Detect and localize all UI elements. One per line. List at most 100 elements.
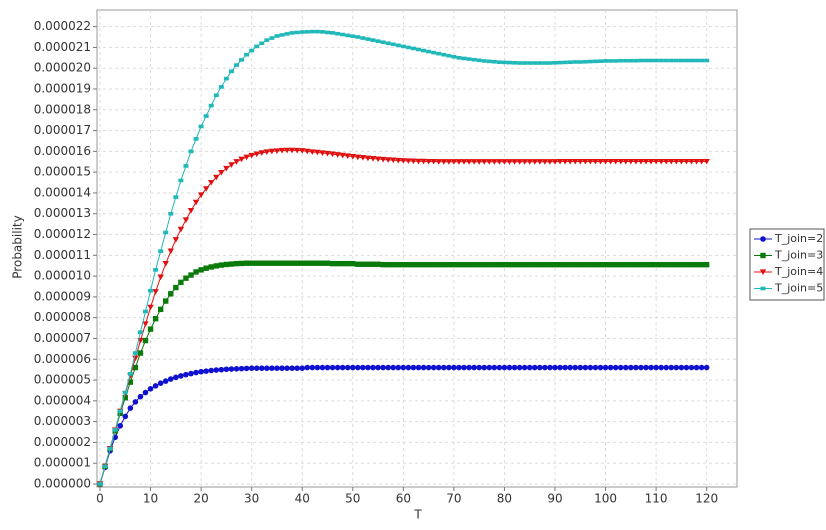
marker [278,147,286,154]
marker [314,364,321,371]
marker [284,365,290,372]
marker [152,383,159,389]
marker [143,309,148,314]
marker [446,53,452,58]
marker [365,364,371,371]
x-tick-label: 30 [244,492,259,506]
marker [526,159,533,165]
marker [132,355,139,362]
marker [147,326,154,332]
marker [289,365,295,372]
marker [653,364,659,371]
marker [360,261,366,267]
marker [274,260,280,266]
marker [142,337,149,344]
marker [243,365,250,372]
marker [304,148,311,155]
marker [557,364,563,371]
marker [436,51,442,56]
marker [158,249,164,253]
marker [441,261,447,268]
marker [597,261,604,268]
marker [446,364,452,371]
y-axis-title: Probability [11,215,25,278]
marker [279,260,285,266]
marker [208,103,214,108]
marker [152,316,159,322]
marker [334,260,341,267]
marker [486,261,492,268]
marker [385,261,391,268]
marker [557,60,563,65]
marker [264,260,270,266]
marker [213,93,219,98]
marker [435,364,442,371]
y-tick-label: 0.000012 [34,227,91,241]
marker [577,364,584,371]
marker [405,45,411,50]
marker [228,162,235,168]
y-tick-label: 0.000016 [34,144,91,158]
y-tick-label: 0.000004 [34,393,91,407]
marker [567,364,573,371]
marker [587,261,594,268]
marker [699,58,705,63]
y-tick-label: 0.000001 [34,456,91,470]
marker [471,57,477,62]
marker [213,174,220,181]
marker [587,158,594,165]
marker [623,58,629,63]
marker [542,364,548,371]
marker [486,159,493,165]
marker [760,236,766,242]
marker [461,56,467,61]
marker [668,58,674,63]
marker [683,158,690,165]
marker [304,260,310,266]
marker [440,364,447,371]
marker [263,149,271,155]
marker [683,364,690,371]
marker [325,30,330,35]
marker [258,150,265,156]
marker [698,261,705,268]
marker [314,260,321,266]
marker [657,158,665,165]
marker [678,261,685,268]
legend-label: T_join=5 [774,282,823,295]
marker [122,390,128,395]
marker [112,428,118,432]
marker [587,59,593,64]
marker [324,364,331,371]
marker [223,366,230,373]
marker [643,58,649,63]
marker [607,364,614,371]
marker [652,158,660,165]
marker [264,365,270,372]
marker [299,148,306,154]
marker [673,158,680,165]
marker [486,59,492,64]
marker [612,261,619,268]
marker [122,395,128,401]
marker [430,364,437,371]
marker [572,158,579,165]
marker [97,482,103,486]
marker [516,261,523,268]
marker [379,156,387,163]
marker [415,364,422,371]
marker [228,261,235,267]
marker [673,58,679,63]
x-tick-label: 60 [396,492,411,506]
marker [436,261,442,268]
marker [329,151,336,158]
marker [623,261,629,268]
marker [253,365,260,372]
marker [218,85,224,89]
marker [127,379,134,385]
x-tick-label: 120 [695,492,718,506]
marker [542,261,548,268]
marker [507,60,512,65]
y-tick-label: 0.000003 [34,414,91,428]
marker [248,365,255,372]
